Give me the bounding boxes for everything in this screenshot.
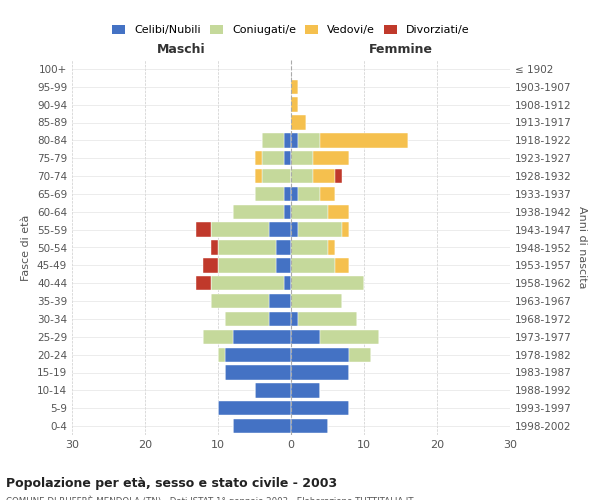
Bar — [291, 348, 349, 362]
Bar — [269, 222, 291, 237]
Bar — [211, 240, 218, 254]
Bar — [291, 312, 298, 326]
Legend: Celibi/Nubili, Coniugati/e, Vedovi/e, Divorziati/e: Celibi/Nubili, Coniugati/e, Vedovi/e, Di… — [108, 20, 474, 40]
Text: Femmine: Femmine — [368, 44, 433, 57]
Bar — [313, 169, 335, 183]
Text: COMUNE DI RUFFRÈ-MENDOLA (TN) - Dati ISTAT 1° gennaio 2003 - Elaborazione TUTTIT: COMUNE DI RUFFRÈ-MENDOLA (TN) - Dati IST… — [6, 495, 413, 500]
Bar — [335, 169, 342, 183]
Bar — [233, 419, 291, 433]
Bar — [291, 366, 349, 380]
Bar — [291, 151, 313, 166]
Bar — [291, 80, 298, 94]
Bar — [196, 222, 211, 237]
Bar — [218, 348, 226, 362]
Bar — [291, 169, 313, 183]
Bar — [284, 133, 291, 148]
Bar — [313, 151, 349, 166]
Text: Maschi: Maschi — [157, 44, 206, 57]
Bar — [291, 116, 305, 130]
Bar — [298, 133, 320, 148]
Bar — [291, 294, 342, 308]
Bar — [298, 312, 356, 326]
Bar — [291, 240, 328, 254]
Bar — [291, 204, 328, 219]
Bar — [262, 133, 284, 148]
Bar — [211, 294, 269, 308]
Bar — [291, 401, 349, 415]
Y-axis label: Anni di nascita: Anni di nascita — [577, 206, 587, 289]
Bar — [254, 187, 284, 201]
Y-axis label: Fasce di età: Fasce di età — [22, 214, 31, 280]
Bar — [342, 222, 349, 237]
Bar — [291, 98, 298, 112]
Bar — [335, 258, 349, 272]
Bar — [284, 276, 291, 290]
Bar — [328, 240, 335, 254]
Bar — [328, 204, 349, 219]
Bar — [218, 240, 277, 254]
Bar — [284, 151, 291, 166]
Bar — [291, 383, 320, 398]
Bar — [298, 187, 320, 201]
Bar — [233, 330, 291, 344]
Bar — [320, 133, 408, 148]
Bar — [196, 276, 211, 290]
Bar — [291, 330, 320, 344]
Bar — [291, 133, 298, 148]
Bar — [203, 330, 233, 344]
Bar — [269, 294, 291, 308]
Bar — [254, 383, 291, 398]
Bar — [211, 276, 284, 290]
Bar — [233, 204, 284, 219]
Bar — [291, 258, 335, 272]
Bar — [320, 330, 379, 344]
Bar — [226, 348, 291, 362]
Bar — [226, 312, 269, 326]
Bar — [298, 222, 342, 237]
Bar — [284, 187, 291, 201]
Bar — [203, 258, 218, 272]
Bar — [226, 366, 291, 380]
Bar — [284, 204, 291, 219]
Bar — [269, 312, 291, 326]
Bar — [291, 187, 298, 201]
Bar — [291, 222, 298, 237]
Text: Popolazione per età, sesso e stato civile - 2003: Popolazione per età, sesso e stato civil… — [6, 478, 337, 490]
Bar — [218, 258, 277, 272]
Bar — [211, 222, 269, 237]
Bar — [254, 169, 262, 183]
Bar — [254, 151, 262, 166]
Bar — [262, 151, 284, 166]
Bar — [349, 348, 371, 362]
Bar — [277, 258, 291, 272]
Bar — [291, 419, 328, 433]
Bar — [277, 240, 291, 254]
Bar — [218, 401, 291, 415]
Bar — [262, 169, 291, 183]
Bar — [291, 276, 364, 290]
Bar — [320, 187, 335, 201]
